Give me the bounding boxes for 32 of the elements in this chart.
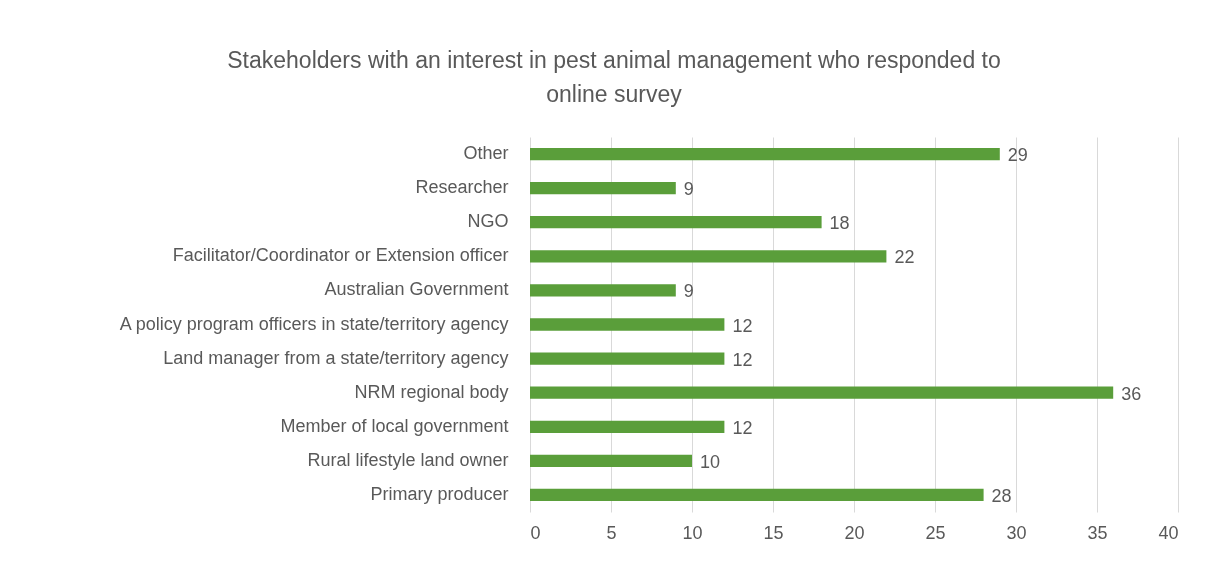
x-tick-label: 25 bbox=[925, 522, 946, 543]
chart-title: Stakeholders with an interest in pest animal management who responded to online survey bbox=[227, 47, 1001, 107]
data-label: 12 bbox=[732, 315, 753, 336]
data-label: 22 bbox=[894, 247, 915, 268]
y-tick-label: Australian Government bbox=[324, 279, 509, 300]
data-label: 28 bbox=[991, 485, 1012, 506]
x-tick-label: 5 bbox=[606, 522, 617, 543]
y-tick-label: Researcher bbox=[415, 177, 509, 198]
y-tick-label: NRM regional body bbox=[354, 381, 509, 402]
data-label: 9 bbox=[683, 281, 694, 302]
y-tick-label: Member of local government bbox=[280, 415, 509, 436]
x-tick-label: 10 bbox=[682, 522, 703, 543]
x-tick-label: 40 bbox=[1158, 522, 1179, 543]
x-tick-label: 0 bbox=[530, 522, 541, 543]
data-label: 9 bbox=[683, 179, 694, 200]
x-tick-label: 20 bbox=[844, 522, 865, 543]
y-tick-label: Facilitator/Coordinator or Extension officer bbox=[172, 245, 509, 266]
x-tick-label: 30 bbox=[1006, 522, 1027, 543]
x-tick-label: 35 bbox=[1087, 522, 1108, 543]
y-tick-label: Other bbox=[463, 143, 509, 164]
data-label: 29 bbox=[1007, 145, 1028, 166]
data-label: 12 bbox=[732, 349, 753, 370]
y-tick-label: Rural lifestyle land owner bbox=[307, 449, 509, 470]
x-tick-label: 15 bbox=[763, 522, 784, 543]
data-label: 12 bbox=[732, 417, 753, 438]
data-label: 10 bbox=[700, 451, 721, 472]
y-tick-label: NGO bbox=[467, 211, 509, 232]
y-tick-label: Land manager from a state/territory agency bbox=[163, 347, 509, 368]
y-tick-label: Primary producer bbox=[370, 483, 509, 504]
data-label: 18 bbox=[829, 213, 850, 234]
y-tick-label: A policy program officers in state/territory agency bbox=[119, 313, 509, 334]
data-label: 36 bbox=[1121, 383, 1142, 404]
